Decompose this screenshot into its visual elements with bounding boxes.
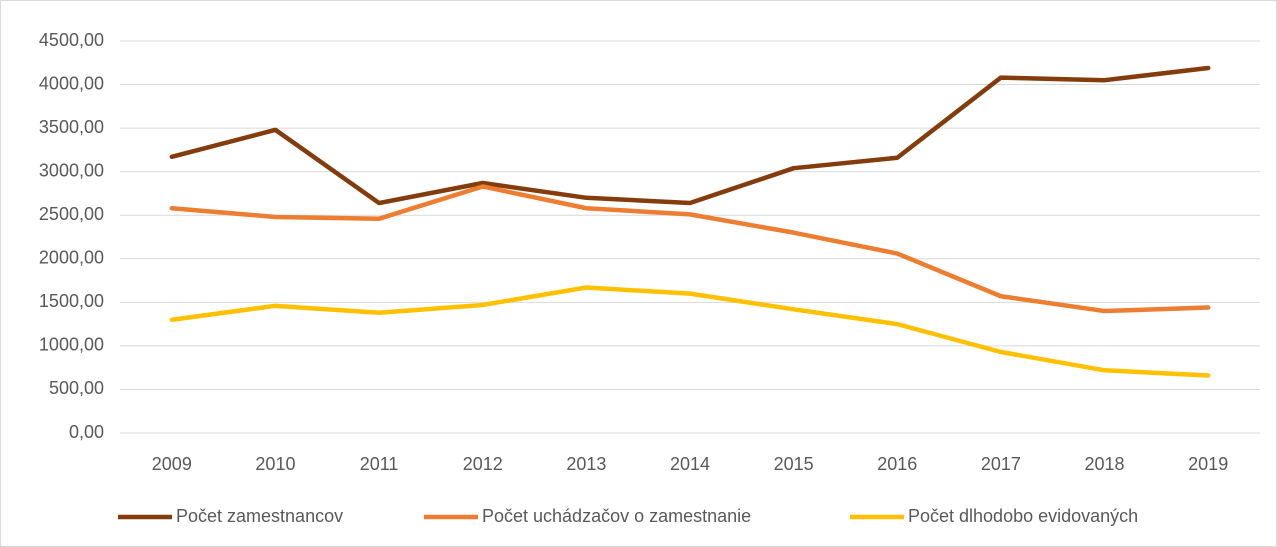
x-tick-label: 2018	[1085, 454, 1125, 474]
legend-label: Počet uchádzačov o zamestnanie	[482, 506, 751, 526]
x-tick-label: 2017	[981, 454, 1021, 474]
y-tick-label: 1000,00	[39, 335, 104, 355]
y-tick-label: 500,00	[49, 378, 104, 398]
x-tick-label: 2014	[670, 454, 710, 474]
x-tick-label: 2013	[566, 454, 606, 474]
series-line	[169, 65, 1211, 206]
y-tick-label: 3500,00	[39, 117, 104, 137]
series-line	[169, 285, 1211, 378]
x-tick-label: 2012	[463, 454, 503, 474]
x-tick-label: 2010	[255, 454, 295, 474]
y-tick-label: 1500,00	[39, 291, 104, 311]
legend-label: Počet zamestnancov	[176, 506, 343, 526]
series-line	[169, 184, 1211, 314]
y-tick-label: 2500,00	[39, 204, 104, 224]
y-tick-label: 3000,00	[39, 160, 104, 180]
x-tick-label: 2011	[360, 454, 399, 474]
y-tick-label: 4000,00	[39, 73, 104, 93]
y-tick-label: 0,00	[69, 422, 104, 442]
x-tick-label: 2019	[1188, 454, 1228, 474]
legend-label: Počet dlhodobo evidovaných	[908, 506, 1138, 526]
x-tick-label: 2016	[877, 454, 917, 474]
x-tick-label: 2009	[152, 454, 192, 474]
y-tick-label: 4500,00	[39, 30, 104, 50]
x-tick-label: 2015	[774, 454, 814, 474]
y-tick-label: 2000,00	[39, 248, 104, 268]
